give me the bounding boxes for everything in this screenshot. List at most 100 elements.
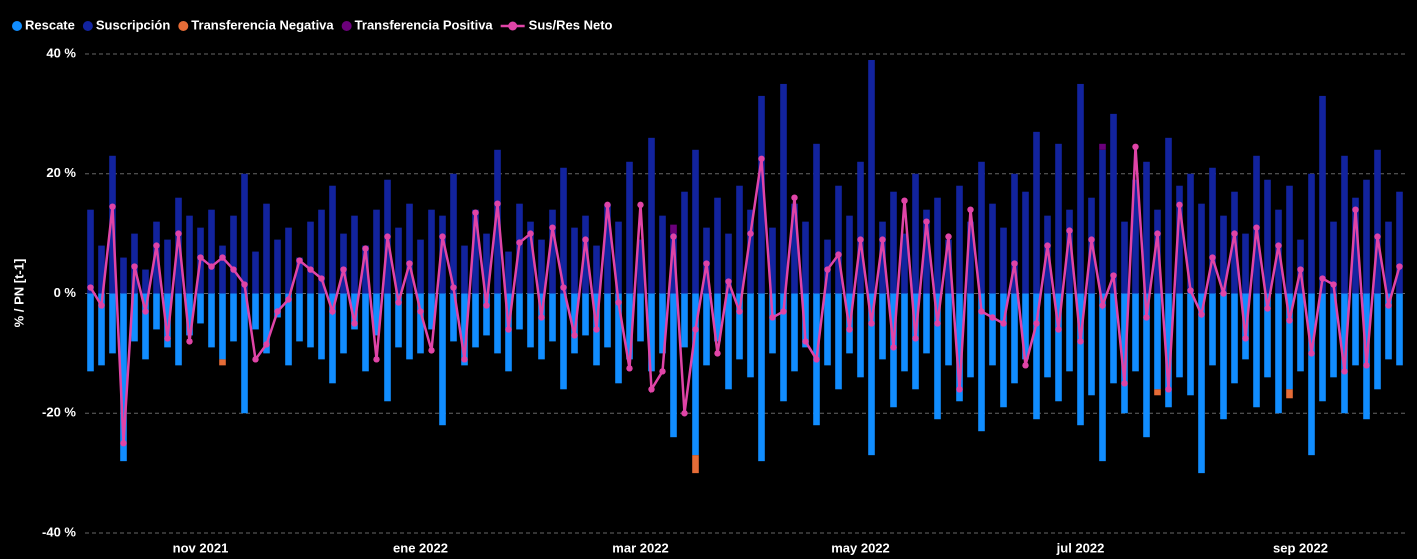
- bar: [978, 293, 985, 432]
- bar: [1198, 293, 1205, 474]
- bar: [1363, 179, 1370, 294]
- bar: [857, 293, 864, 378]
- bar: [1220, 293, 1227, 420]
- marker: [252, 356, 259, 363]
- bar: [1099, 293, 1106, 462]
- marker: [351, 320, 358, 327]
- bar: [560, 167, 567, 294]
- bar: [1264, 293, 1271, 378]
- marker: [549, 224, 556, 231]
- marker: [736, 308, 743, 315]
- marker: [285, 296, 292, 303]
- bar: [1286, 185, 1293, 294]
- y-tick-label: 20 %: [46, 165, 76, 180]
- marker: [1055, 326, 1062, 333]
- y-tick-label: -40 %: [42, 524, 76, 539]
- bar: [1176, 185, 1183, 294]
- marker: [175, 230, 182, 237]
- bar: [87, 209, 94, 294]
- marker: [318, 275, 325, 282]
- bar: [560, 293, 567, 390]
- bar: [142, 293, 149, 360]
- bar: [736, 185, 743, 294]
- marker: [1286, 317, 1293, 324]
- marker: [1187, 287, 1194, 294]
- bar: [1077, 293, 1084, 426]
- y-axis-title: % / PN [t-1]: [11, 259, 26, 328]
- bar: [538, 293, 545, 360]
- marker: [769, 314, 776, 321]
- bar: [296, 293, 303, 342]
- bar: [1231, 293, 1238, 384]
- legend-item: Sus/Res Neto: [500, 17, 613, 32]
- marker: [241, 281, 248, 288]
- bar: [395, 293, 402, 348]
- bar: [758, 95, 765, 294]
- bar: [538, 239, 545, 294]
- bar: [824, 293, 831, 366]
- marker: [516, 239, 523, 246]
- marker: [1132, 143, 1139, 151]
- marker: [626, 365, 633, 372]
- bar: [736, 293, 743, 360]
- bar: [527, 221, 534, 294]
- bar: [725, 233, 732, 294]
- bar: [450, 173, 457, 294]
- bar: [604, 293, 611, 348]
- bar: [1121, 293, 1128, 414]
- marker: [1231, 230, 1238, 237]
- marker: [340, 266, 347, 273]
- bar: [549, 293, 556, 342]
- bar: [428, 209, 435, 294]
- bar: [945, 293, 952, 366]
- bar: [582, 293, 589, 336]
- marker: [1374, 233, 1381, 240]
- bar: [857, 161, 864, 294]
- bar: [263, 293, 270, 354]
- marker: [1275, 242, 1282, 249]
- marker: [901, 197, 908, 204]
- bar: [989, 203, 996, 294]
- bar: [670, 224, 677, 234]
- bar: [1121, 221, 1128, 294]
- marker: [1253, 224, 1260, 231]
- marker: [274, 308, 281, 315]
- x-tick-label: may 2022: [831, 540, 890, 555]
- marker: [1077, 338, 1084, 345]
- bar: [901, 293, 908, 372]
- bar: [582, 215, 589, 294]
- bar: [879, 293, 886, 360]
- bar: [835, 185, 842, 294]
- marker: [791, 194, 798, 201]
- legend-label: Sus/Res Neto: [529, 17, 613, 32]
- marker: [758, 155, 765, 162]
- bar: [395, 227, 402, 294]
- marker: [1396, 263, 1403, 270]
- bar: [318, 209, 325, 294]
- bar: [1308, 293, 1315, 456]
- bar: [549, 209, 556, 294]
- bar: [615, 293, 622, 384]
- bar: [1022, 191, 1029, 294]
- bar: [670, 293, 677, 438]
- bar: [1099, 143, 1106, 150]
- bar: [175, 293, 182, 366]
- bar: [505, 251, 512, 294]
- bar: [1165, 137, 1172, 294]
- bar: [1110, 113, 1117, 294]
- legend-item: Suscripción: [82, 17, 170, 32]
- bar: [692, 149, 699, 294]
- marker: [483, 302, 490, 309]
- bar: [1396, 191, 1403, 294]
- bar: [1055, 293, 1062, 402]
- marker: [1209, 254, 1216, 261]
- marker: [1363, 362, 1370, 369]
- marker: [945, 233, 952, 240]
- bar: [1011, 293, 1018, 384]
- bar: [1385, 221, 1392, 294]
- bar: [835, 293, 842, 390]
- bar: [802, 221, 809, 294]
- bar: [439, 293, 446, 426]
- bar: [307, 293, 314, 348]
- marker: [1319, 275, 1326, 282]
